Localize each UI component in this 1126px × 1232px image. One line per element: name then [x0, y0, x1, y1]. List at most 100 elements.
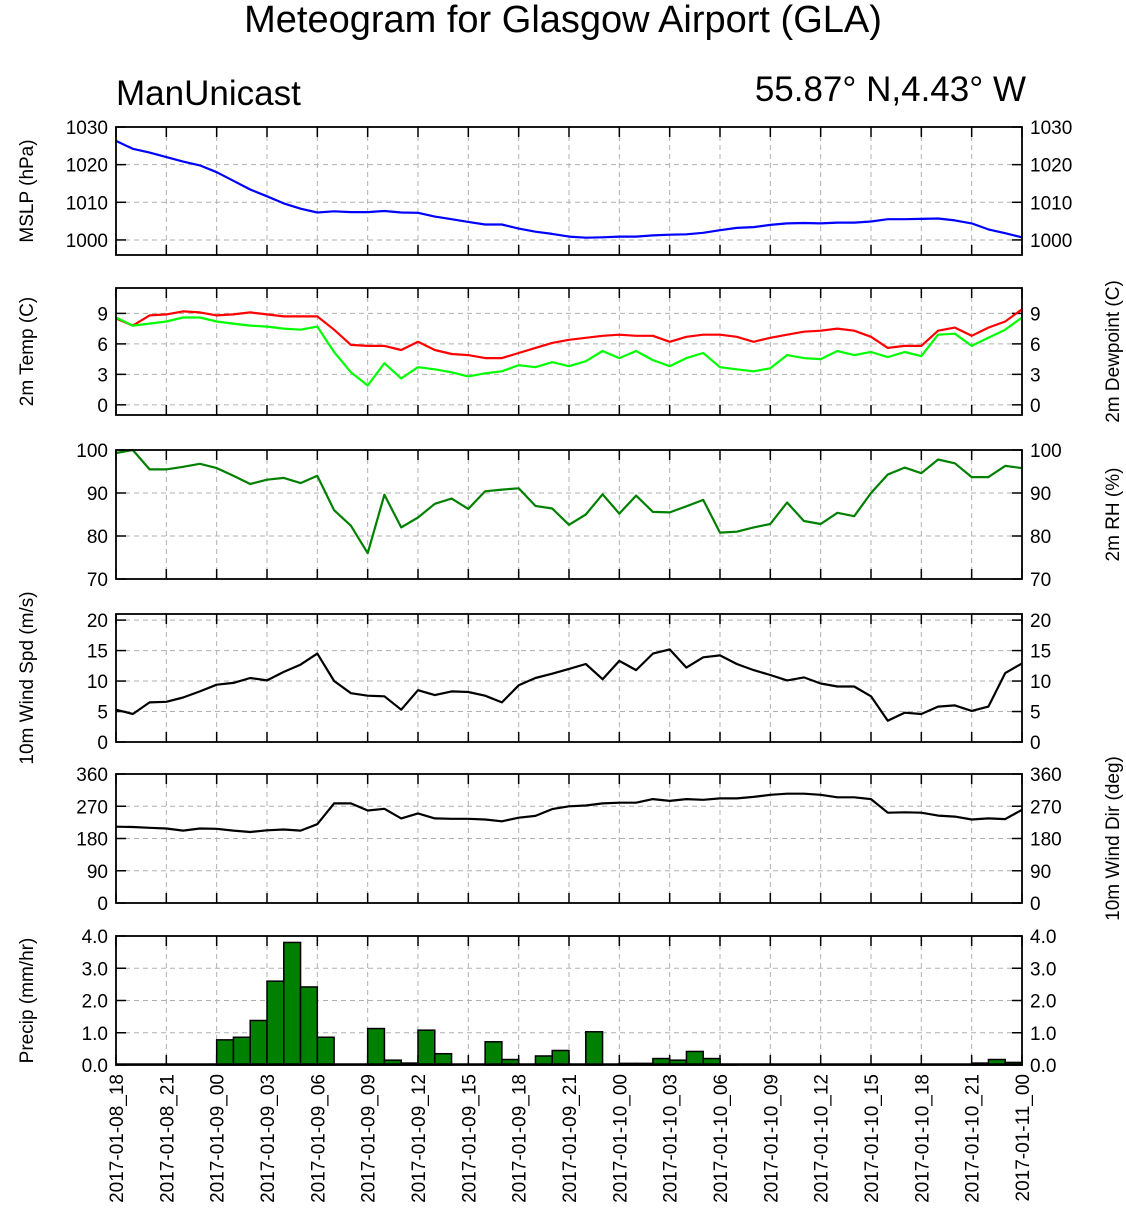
y-tick-label-left: 0 [97, 733, 108, 754]
panel-3: 70 70 80 80 90 90 100 100 2m RH (%) [76, 441, 1124, 591]
y-axis-label-left: 2m Temp (C) [17, 297, 38, 406]
y-tick-label-left: 1000 [66, 231, 108, 252]
y-tick-label-right: 1010 [1030, 193, 1072, 214]
y-tick-label-left: 2.0 [82, 992, 108, 1013]
y-axis-label-right: 2m Dewpoint (C) [1103, 280, 1124, 423]
y-tick-label-right: 4.0 [1030, 927, 1056, 948]
x-tick-label: 2017-01-11_00 [1013, 1074, 1034, 1201]
y-axis-label-right: 2m RH (%) [1103, 468, 1124, 562]
y-tick-label-right: 9 [1030, 304, 1041, 325]
panel-frame [115, 613, 1023, 743]
x-tick-label: 2017-01-09_00 [208, 1074, 229, 1203]
model-name: ManUnicast [116, 74, 301, 113]
y-tick-label-left: 1010 [66, 193, 108, 214]
x-tick-label: 2017-01-09_21 [560, 1074, 581, 1203]
x-tick-label: 2017-01-09_06 [308, 1074, 329, 1203]
x-tick-label: 2017-01-10_03 [661, 1074, 682, 1203]
panel-frame [115, 287, 1023, 416]
x-tick-label: 2017-01-10_15 [862, 1074, 883, 1203]
y-tick-label-left: 270 [76, 797, 108, 818]
series-line-2 [115, 316, 1023, 387]
y-tick-label-right: 2.0 [1030, 992, 1056, 1013]
page-title: Meteogram for Glasgow Airport (GLA) [244, 0, 882, 41]
series-line-1 [115, 448, 1023, 555]
y-tick-label-right: 0.0 [1030, 1056, 1056, 1077]
y-tick-label-left: 180 [76, 830, 108, 851]
precip-bar [232, 1036, 251, 1066]
panel-4: 0 0 5 5 10 10 15 15 20 20 10m Wind Spd (m/s) [17, 591, 1051, 764]
y-tick-label-right: 70 [1030, 570, 1051, 591]
x-tick-label: 2017-01-10_06 [711, 1074, 732, 1203]
y-tick-label-right: 20 [1030, 611, 1051, 632]
precip-bar [585, 1031, 604, 1066]
precip-bar [215, 1039, 235, 1066]
panel-frame [115, 773, 1023, 904]
x-tick-label: 2017-01-09_15 [459, 1074, 480, 1203]
y-tick-label-right: 80 [1030, 527, 1051, 548]
y-tick-label-left: 80 [87, 527, 108, 548]
panel-2: 0 0 3 3 6 6 9 9 2m Temp (C) 2m Dewpoint (C) [17, 280, 1124, 423]
series-line-1 [115, 792, 1023, 834]
y-tick-label-right: 0 [1030, 733, 1041, 754]
y-tick-label-right: 1020 [1030, 156, 1072, 177]
panel-1: 1000 1000 1010 1010 1020 1020 1030 1030 MSLP (hP… [17, 118, 1072, 256]
y-axis-label-right: 10m Wind Dir (deg) [1103, 756, 1124, 921]
precip-bar [685, 1050, 704, 1066]
y-tick-label-right: 90 [1030, 484, 1051, 505]
y-tick-label-right: 10 [1030, 672, 1051, 693]
y-tick-label-right: 5 [1030, 703, 1041, 724]
y-tick-label-left: 9 [97, 304, 108, 325]
x-tick-label: 2017-01-09_03 [258, 1074, 279, 1203]
panel-frame [115, 126, 1023, 256]
precip-bar [417, 1029, 436, 1066]
y-axis-label-left: MSLP (hPa) [17, 139, 38, 242]
precip-bar [484, 1041, 503, 1066]
panel-frame [115, 935, 1023, 1066]
y-tick-label-left: 1.0 [82, 1024, 108, 1045]
x-tick-label: 2017-01-10_00 [610, 1074, 631, 1203]
series-line-1 [115, 648, 1023, 722]
x-tick-label: 2017-01-10_12 [812, 1074, 833, 1203]
x-tick-label: 2017-01-09_18 [510, 1074, 531, 1203]
y-tick-label-left: 1020 [66, 156, 108, 177]
x-tick-label: 2017-01-08_18 [107, 1074, 128, 1203]
precip-bar [249, 1019, 268, 1066]
precip-bar [316, 1036, 335, 1066]
y-tick-label-right: 0 [1030, 396, 1041, 417]
y-tick-label-right: 3 [1030, 365, 1041, 386]
y-tick-label-left: 100 [76, 441, 108, 462]
panel-5: 0 0 90 90 180 180 270 270 360 360 10m Wind Dir (de… [76, 756, 1124, 921]
y-tick-label-left: 5 [97, 703, 108, 724]
precip-bar [551, 1049, 570, 1066]
y-tick-label-left: 20 [87, 611, 108, 632]
x-tick-label: 2017-01-10_18 [912, 1074, 933, 1203]
x-tick-label: 2017-01-10_09 [761, 1074, 782, 1203]
y-tick-label-left: 4.0 [82, 927, 108, 948]
y-tick-label-right: 1030 [1030, 118, 1072, 139]
y-tick-label-left: 6 [97, 335, 108, 356]
location-coordinates: 55.87° N,4.43° W [754, 70, 1026, 109]
precip-bar [299, 986, 319, 1066]
y-axis-label-left: Precip (mm/hr) [17, 938, 38, 1064]
y-tick-label-left: 360 [76, 765, 108, 786]
x-tick-label: 2017-01-09_09 [359, 1074, 380, 1203]
y-tick-label-right: 15 [1030, 642, 1051, 663]
y-tick-label-left: 0 [97, 894, 108, 915]
y-tick-label-left: 90 [87, 484, 108, 505]
y-tick-label-left: 3 [97, 365, 108, 386]
x-tick-label: 2017-01-10_21 [963, 1074, 984, 1203]
y-tick-label-right: 360 [1030, 765, 1062, 786]
y-axis-label-left: 10m Wind Spd (m/s) [17, 591, 38, 764]
y-tick-label-right: 270 [1030, 797, 1062, 818]
x-tick-label: 2017-01-08_21 [157, 1074, 178, 1203]
y-tick-label-left: 70 [87, 570, 108, 591]
y-tick-label-right: 3.0 [1030, 959, 1056, 980]
y-tick-label-right: 0 [1030, 894, 1041, 915]
series-line-1 [115, 139, 1023, 239]
y-tick-label-right: 180 [1030, 830, 1062, 851]
y-tick-label-left: 0.0 [82, 1056, 108, 1077]
y-tick-label-right: 6 [1030, 335, 1041, 356]
y-tick-label-right: 1.0 [1030, 1024, 1056, 1045]
x-tick-label: 2017-01-09_12 [409, 1074, 430, 1203]
y-tick-label-right: 90 [1030, 862, 1051, 883]
